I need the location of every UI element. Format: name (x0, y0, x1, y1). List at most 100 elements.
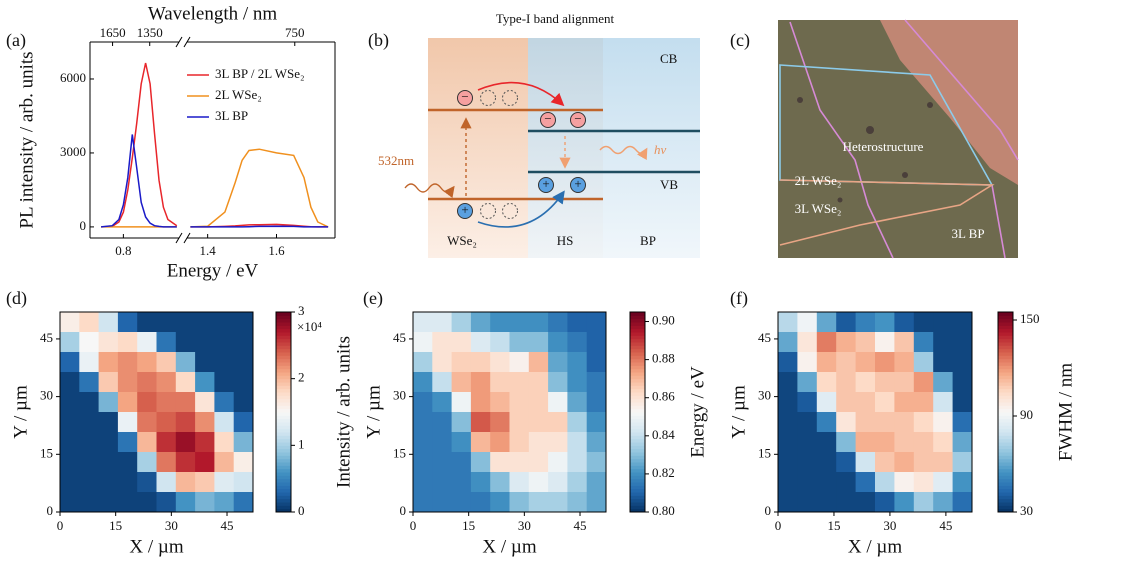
colorbar-strip (630, 462, 645, 466)
heatmap-cell (195, 492, 215, 513)
heatmap-cell (933, 352, 953, 373)
heatmap-cell (432, 472, 452, 493)
colorbar-strip (630, 508, 645, 513)
heatmap-cell (509, 332, 530, 353)
heatmap-cell (778, 452, 798, 473)
heatmap-cell (214, 432, 235, 453)
colorbar-strip (630, 492, 645, 496)
heatmap-cell (413, 432, 433, 453)
colorbar-strip (998, 492, 1013, 496)
colorbar-strip (998, 415, 1013, 420)
hole-sign: + (542, 176, 549, 191)
heatmap-cell (894, 332, 915, 353)
heatmap-cell (952, 372, 973, 393)
colorbar-strip (998, 475, 1013, 480)
heatmap-cell (875, 472, 895, 493)
heatmap-cell (528, 412, 549, 433)
heatmap-cell (913, 392, 934, 413)
colorbar-strip (998, 358, 1013, 363)
colorbar-strip (276, 358, 291, 363)
colorbar-strip (276, 445, 291, 450)
plot-frame (412, 311, 607, 513)
heatmap-cell (413, 412, 433, 433)
band-diagram: Type-I band alignment CB VB − − − + + + (378, 11, 700, 258)
colorbar-strip (998, 348, 1013, 353)
heatmap-cell (98, 472, 119, 493)
empty-state (480, 203, 496, 219)
colorbar-strip (630, 468, 645, 473)
heatmap-cell (432, 452, 452, 473)
colorbar-strip (998, 495, 1013, 500)
colorbar-strip (276, 508, 291, 513)
colorbar-strip (630, 425, 645, 430)
colorbar-strip (630, 405, 645, 410)
colorbar-strip (998, 482, 1013, 486)
colorbar-tick-label: 0.86 (652, 389, 675, 404)
region-label: WSe₂ (447, 233, 477, 248)
heatmap-cell (117, 312, 138, 333)
heatmap-cell (528, 352, 549, 373)
colorbar-strip (630, 402, 645, 406)
heatmap-cell (528, 492, 549, 513)
heatmap-cell (913, 352, 934, 373)
axis-break (175, 36, 183, 48)
bp-outline (991, 184, 1006, 259)
x-tick-label: 0 (410, 518, 417, 533)
colorbar-strip (998, 445, 1013, 450)
heatmap-cell (195, 372, 215, 393)
colorbar-tick-label: 90 (1020, 407, 1033, 422)
heatmap-cell (233, 452, 254, 473)
heatmap-cell (836, 392, 856, 413)
heatmap-cell (98, 392, 119, 413)
panel-label: (c) (730, 30, 750, 51)
colorbar-strip (276, 485, 291, 490)
colorbar-strip (276, 312, 291, 316)
heatmap-cell (567, 472, 588, 493)
colorbar-tick-label: 0.82 (652, 465, 675, 480)
heatmap-cell (413, 352, 433, 373)
hole (538, 177, 554, 193)
colorbar-strip (276, 368, 291, 373)
heatmap-cell (233, 352, 254, 373)
heatmap-cell (233, 372, 254, 393)
heatmap-cell (117, 332, 138, 353)
heatmap-cell (855, 392, 876, 413)
region-label: 3L BP (951, 226, 984, 241)
heatmap-cell (509, 432, 530, 453)
heatmap-cell (451, 492, 472, 513)
heatmap-cell (451, 392, 472, 413)
colorbar-strip (998, 405, 1013, 410)
heatmap-cell (509, 452, 530, 473)
colorbar-strip (998, 322, 1013, 326)
y-tick-label: 0 (47, 503, 54, 518)
colorbar-label: FWHM / nm (1055, 363, 1076, 461)
heatmap-cell (952, 492, 973, 513)
heatmap-cell (156, 492, 177, 513)
heatmap-cell (490, 412, 510, 433)
colorbar-strip (630, 312, 645, 316)
heatmap-cell (797, 392, 818, 413)
heatmap-cell (79, 392, 99, 413)
heatmap-cell (490, 432, 510, 453)
colorbar-strip (630, 505, 645, 510)
panel-label: (d) (6, 288, 27, 309)
colorbar-strip (998, 328, 1013, 333)
colorbar-label: Energy / eV (687, 366, 708, 458)
heatmap-cell (156, 432, 177, 453)
heatmap-cell (528, 392, 549, 413)
heatmap-cell (60, 452, 80, 473)
heatmap-cell (233, 412, 254, 433)
heatmap-cell (470, 492, 491, 513)
colorbar-strip (998, 435, 1013, 440)
heatmap-cell (79, 332, 99, 353)
electron (570, 112, 586, 128)
colorbar-strip (630, 502, 645, 506)
colorbar-strip (630, 375, 645, 380)
heatmap-cell (894, 492, 915, 513)
heatmap-cell (913, 312, 934, 333)
heatmap-cell (952, 452, 973, 473)
heatmap-cell (60, 392, 80, 413)
x-tick-label: 15 (109, 518, 122, 533)
heatmap-cell (79, 412, 99, 433)
colorbar-tick-label: 0.80 (652, 503, 675, 518)
